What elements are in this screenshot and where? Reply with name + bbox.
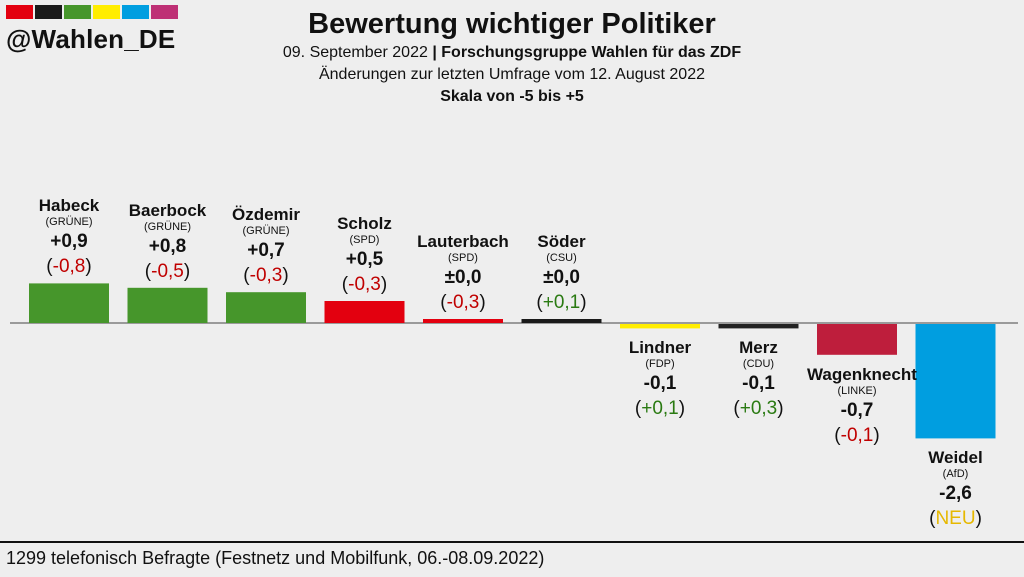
rating-value: +0,5	[345, 249, 384, 270]
politician-name: Baerbock	[128, 200, 207, 220]
bar-merz	[718, 324, 799, 329]
bar-weidel	[915, 324, 996, 439]
bar-label-weidel: Weidel (AfD) -2,6 (NEU)	[906, 448, 1006, 531]
party-label: (SPD)	[349, 234, 380, 246]
rating-change: (+0,1)	[634, 398, 686, 420]
party-label: (GRÜNE)	[143, 220, 192, 233]
bar-lindner	[620, 324, 700, 329]
scale-note: Skala von -5 bis +5	[440, 88, 584, 105]
rating-change: (+0,1)	[536, 292, 587, 313]
rating-value: ±0,0	[444, 267, 482, 288]
rating-value: ±0,0	[543, 267, 580, 288]
bar-label-lauterbach: Lauterbach (SPD) ±0,0 (-0,3)	[413, 232, 513, 315]
party-label: (CDU)	[742, 358, 775, 371]
bar-lauterbach	[423, 319, 503, 323]
politician-name: Merz	[739, 338, 778, 358]
bar-label-wagenknecht: Wagenknecht (LINKE) -0,7 (-0,1)	[807, 364, 917, 448]
politician-name: Weidel	[928, 448, 983, 468]
color-swatch-2	[64, 5, 91, 19]
rating-change: (+0,3)	[733, 398, 784, 420]
survey-source: Forschungsgruppe Wahlen für das ZDF	[441, 44, 742, 61]
color-swatch-0	[6, 5, 33, 19]
bar-habeck	[29, 283, 109, 323]
color-swatch-5	[151, 5, 178, 19]
bar-scholz	[324, 301, 405, 323]
rating-change: (NEU)	[929, 508, 982, 530]
politician-name: Habeck	[38, 196, 100, 216]
rating-change: (-0,3)	[440, 292, 486, 313]
bar-özdemir	[226, 292, 306, 323]
subtitle-separator: |	[432, 44, 437, 61]
chart-title: Bewertung wichtiger Politiker	[308, 8, 716, 40]
survey-date: 09. September 2022	[282, 44, 428, 61]
changes-note: Änderungen zur letzten Umfrage vom 12. A…	[318, 66, 705, 83]
bar-label-lindner: Lindner (FDP) -0,1 (+0,1)	[610, 338, 710, 421]
politician-name: Scholz	[337, 214, 392, 233]
party-label: (FDP)	[645, 358, 675, 371]
rating-value: +0,9	[50, 231, 88, 253]
politician-name: Lindner	[628, 338, 692, 358]
rating-value: -0,7	[840, 399, 874, 421]
bar-wagenknecht	[817, 324, 897, 355]
politician-name: Özdemir	[231, 205, 301, 225]
rating-value: -2,6	[939, 483, 972, 505]
bar-label-merz: Merz (CDU) -0,1 (+0,3)	[709, 338, 809, 421]
bar-label-baerbock: Baerbock (GRÜNE) +0,8 (-0,5)	[118, 201, 218, 284]
rating-change: (-0,8)	[46, 256, 92, 278]
footer-divider	[0, 541, 1024, 543]
rating-change: (-0,3)	[341, 274, 388, 295]
color-swatch-4	[122, 5, 149, 19]
party-label: (LINKE)	[837, 384, 877, 397]
party-color-strip	[6, 5, 178, 19]
bar-baerbock	[127, 287, 208, 323]
bar-label-özdemir: Özdemir (GRÜNE) +0,7 (-0,3)	[216, 205, 316, 288]
party-label: (AfD)	[942, 468, 969, 481]
account-handle: @Wahlen_DE	[6, 24, 176, 54]
rating-change: (-0,1)	[834, 424, 880, 446]
color-swatch-1	[35, 5, 62, 19]
politician-name: Lauterbach	[417, 232, 509, 251]
chart-subtitle: 09. September 2022 | Forschungsgruppe Wa…	[180, 42, 844, 64]
rating-value: -0,1	[742, 373, 775, 395]
rating-value: -0,1	[643, 373, 677, 395]
footer-note: 1299 telefonisch Befragte (Festnetz und …	[6, 548, 545, 568]
chart-header: Bewertung wichtiger Politiker 09. Septem…	[180, 6, 844, 108]
party-label: (GRÜNE)	[45, 216, 93, 229]
party-label: (SPD)	[448, 252, 478, 264]
rating-value: +0,7	[247, 240, 285, 262]
politician-name: Söder	[537, 232, 586, 251]
party-label: (CSU)	[546, 252, 577, 264]
party-label: (GRÜNE)	[242, 225, 290, 238]
rating-change: (-0,5)	[144, 260, 191, 282]
bar-label-scholz: Scholz (SPD) +0,5 (-0,3)	[315, 214, 415, 297]
bar-label-habeck: Habeck (GRÜNE) +0,9 (-0,8)	[19, 196, 119, 279]
politician-name: Wagenknecht	[807, 364, 917, 384]
rating-value: +0,8	[148, 235, 187, 257]
bar-söder	[521, 319, 602, 323]
bar-label-söder: Söder (CSU) ±0,0 (+0,1)	[512, 232, 612, 315]
color-swatch-3	[93, 5, 120, 19]
rating-change: (-0,3)	[243, 265, 289, 287]
